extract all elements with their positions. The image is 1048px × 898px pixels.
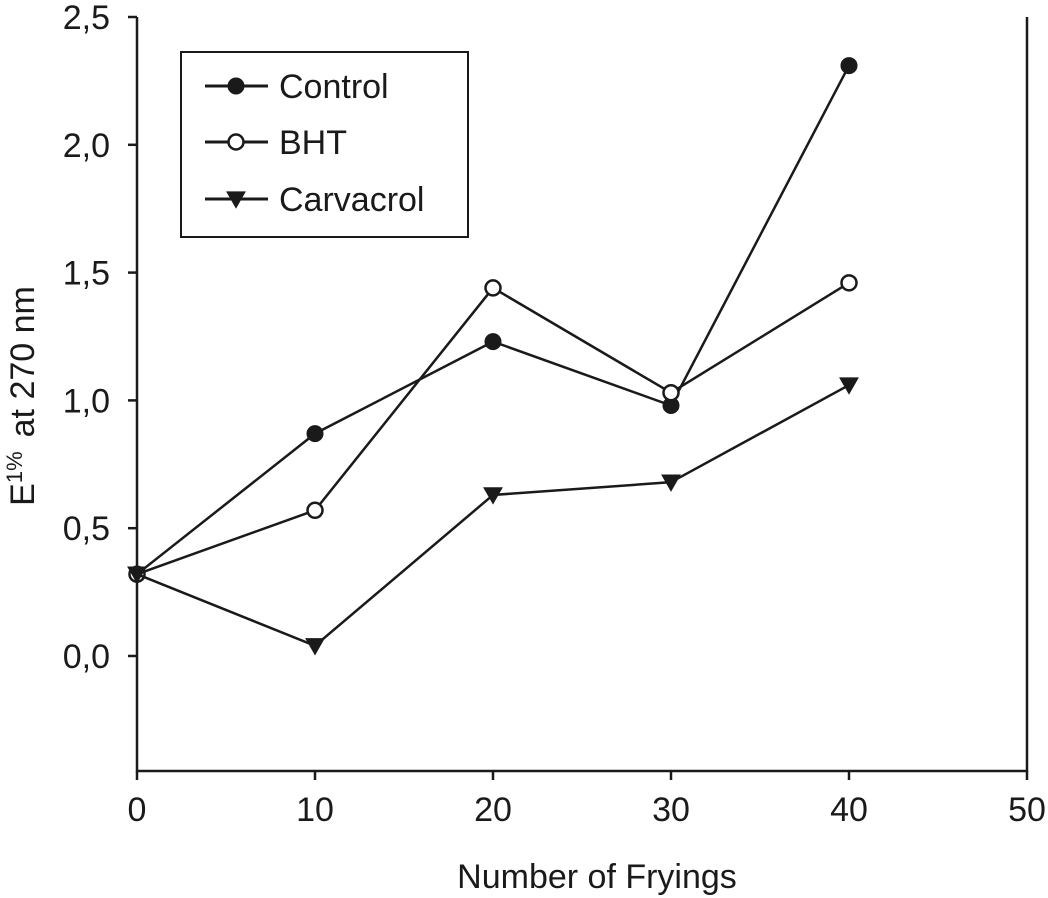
series-carvacrol bbox=[127, 377, 859, 656]
y-tick-label: 0,5 bbox=[63, 510, 110, 548]
x-tick-label: 50 bbox=[1008, 791, 1046, 829]
y-axis-title-base: E bbox=[4, 483, 42, 506]
axes-frame bbox=[135, 17, 1029, 773]
legend-marker bbox=[227, 77, 245, 95]
y-axis-title: E1% at 270 nm bbox=[2, 286, 42, 506]
legend-label: Carvacrol bbox=[279, 181, 424, 219]
data-point bbox=[483, 487, 503, 505]
legend-marker bbox=[226, 191, 246, 209]
data-point bbox=[484, 279, 502, 297]
y-tick-label: 1,5 bbox=[63, 255, 110, 293]
series-layer bbox=[127, 57, 859, 656]
series-line bbox=[136, 383, 850, 648]
x-tick-label: 40 bbox=[830, 791, 868, 829]
data-point bbox=[305, 638, 325, 656]
x-tick-label: 10 bbox=[296, 791, 334, 829]
data-point bbox=[127, 566, 147, 584]
y-tick-label: 1,0 bbox=[63, 382, 110, 420]
x-tick-label: 0 bbox=[128, 791, 147, 829]
axes: 0 10 20 30 40 50 0,0 0,5 1,0 1,5 2,0 2,5 bbox=[63, 0, 1046, 829]
data-point bbox=[661, 474, 681, 492]
data-point bbox=[484, 333, 502, 351]
data-point bbox=[662, 383, 680, 402]
x-tick-label: 20 bbox=[474, 791, 512, 829]
data-point bbox=[840, 274, 858, 292]
data-point bbox=[306, 425, 324, 443]
legend-label: BHT bbox=[279, 124, 347, 162]
series-line bbox=[136, 281, 850, 576]
x-axis-title: Number of Fryings bbox=[457, 858, 737, 896]
data-point bbox=[840, 57, 858, 75]
legend-label: Control bbox=[279, 68, 389, 106]
y-tick-label: 0,0 bbox=[63, 638, 110, 676]
y-axis-title-rest: at 270 nm bbox=[4, 286, 42, 437]
data-point bbox=[306, 501, 324, 520]
y-tick-label: 2,0 bbox=[63, 127, 110, 165]
x-tick-label: 30 bbox=[652, 791, 690, 829]
y-tick-label: 2,5 bbox=[63, 0, 110, 37]
legend: Control BHT Carvacrol bbox=[180, 51, 469, 238]
data-point bbox=[839, 377, 859, 395]
y-axis-title-superscript: 1% bbox=[2, 451, 27, 483]
legend-marker bbox=[227, 133, 245, 151]
series-bht bbox=[128, 274, 858, 583]
